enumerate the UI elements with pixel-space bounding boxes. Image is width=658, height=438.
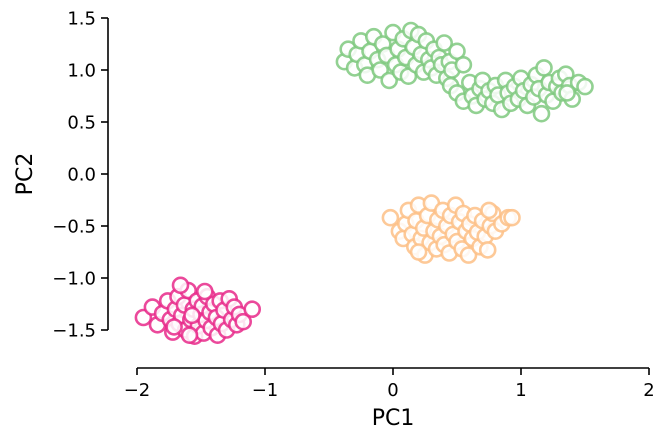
y-axis-ticks: −1.5 −1.0 −0.5 0.0 0.5 1.0 1.5 <box>52 9 108 342</box>
data-point <box>532 104 551 123</box>
data-point <box>171 276 190 295</box>
data-point <box>165 318 183 336</box>
x-axis-ticks: −2 −1 0 1 2 <box>124 368 655 401</box>
y-tick-label: −1.5 <box>52 321 96 342</box>
y-tick-label: 1.0 <box>67 61 96 82</box>
data-point <box>180 326 199 345</box>
x-tick-label: −2 <box>124 380 151 401</box>
data-point <box>576 77 594 96</box>
data-point <box>183 306 201 325</box>
data-point <box>459 246 478 264</box>
y-tick-label: −0.5 <box>52 217 96 238</box>
data-point <box>558 84 576 102</box>
data-point <box>535 59 553 77</box>
plot-area <box>134 21 594 346</box>
data-point <box>480 201 498 220</box>
data-point <box>454 56 473 74</box>
series-cluster-1 <box>134 276 261 346</box>
data-point <box>196 282 214 301</box>
data-point <box>381 208 400 227</box>
data-point <box>234 312 252 331</box>
y-tick-label: 0.5 <box>67 113 96 134</box>
y-tick-label: 1.5 <box>67 9 96 30</box>
data-point <box>503 208 521 227</box>
y-tick-label: −1.0 <box>52 269 96 290</box>
x-tick-label: 0 <box>387 380 398 401</box>
x-axis-title: PC1 <box>372 406 415 431</box>
x-tick-label: −1 <box>252 380 279 401</box>
series-cluster-3 <box>335 21 594 123</box>
x-tick-label: 2 <box>643 380 654 401</box>
data-point <box>380 71 399 90</box>
x-tick-label: 1 <box>515 380 526 401</box>
data-point <box>478 241 497 259</box>
data-point <box>435 34 454 52</box>
data-point <box>409 243 428 261</box>
data-point <box>243 300 261 319</box>
y-tick-label: 0.0 <box>67 165 96 186</box>
y-axis-title: PC2 <box>13 153 38 196</box>
series-cluster-2 <box>381 194 521 264</box>
